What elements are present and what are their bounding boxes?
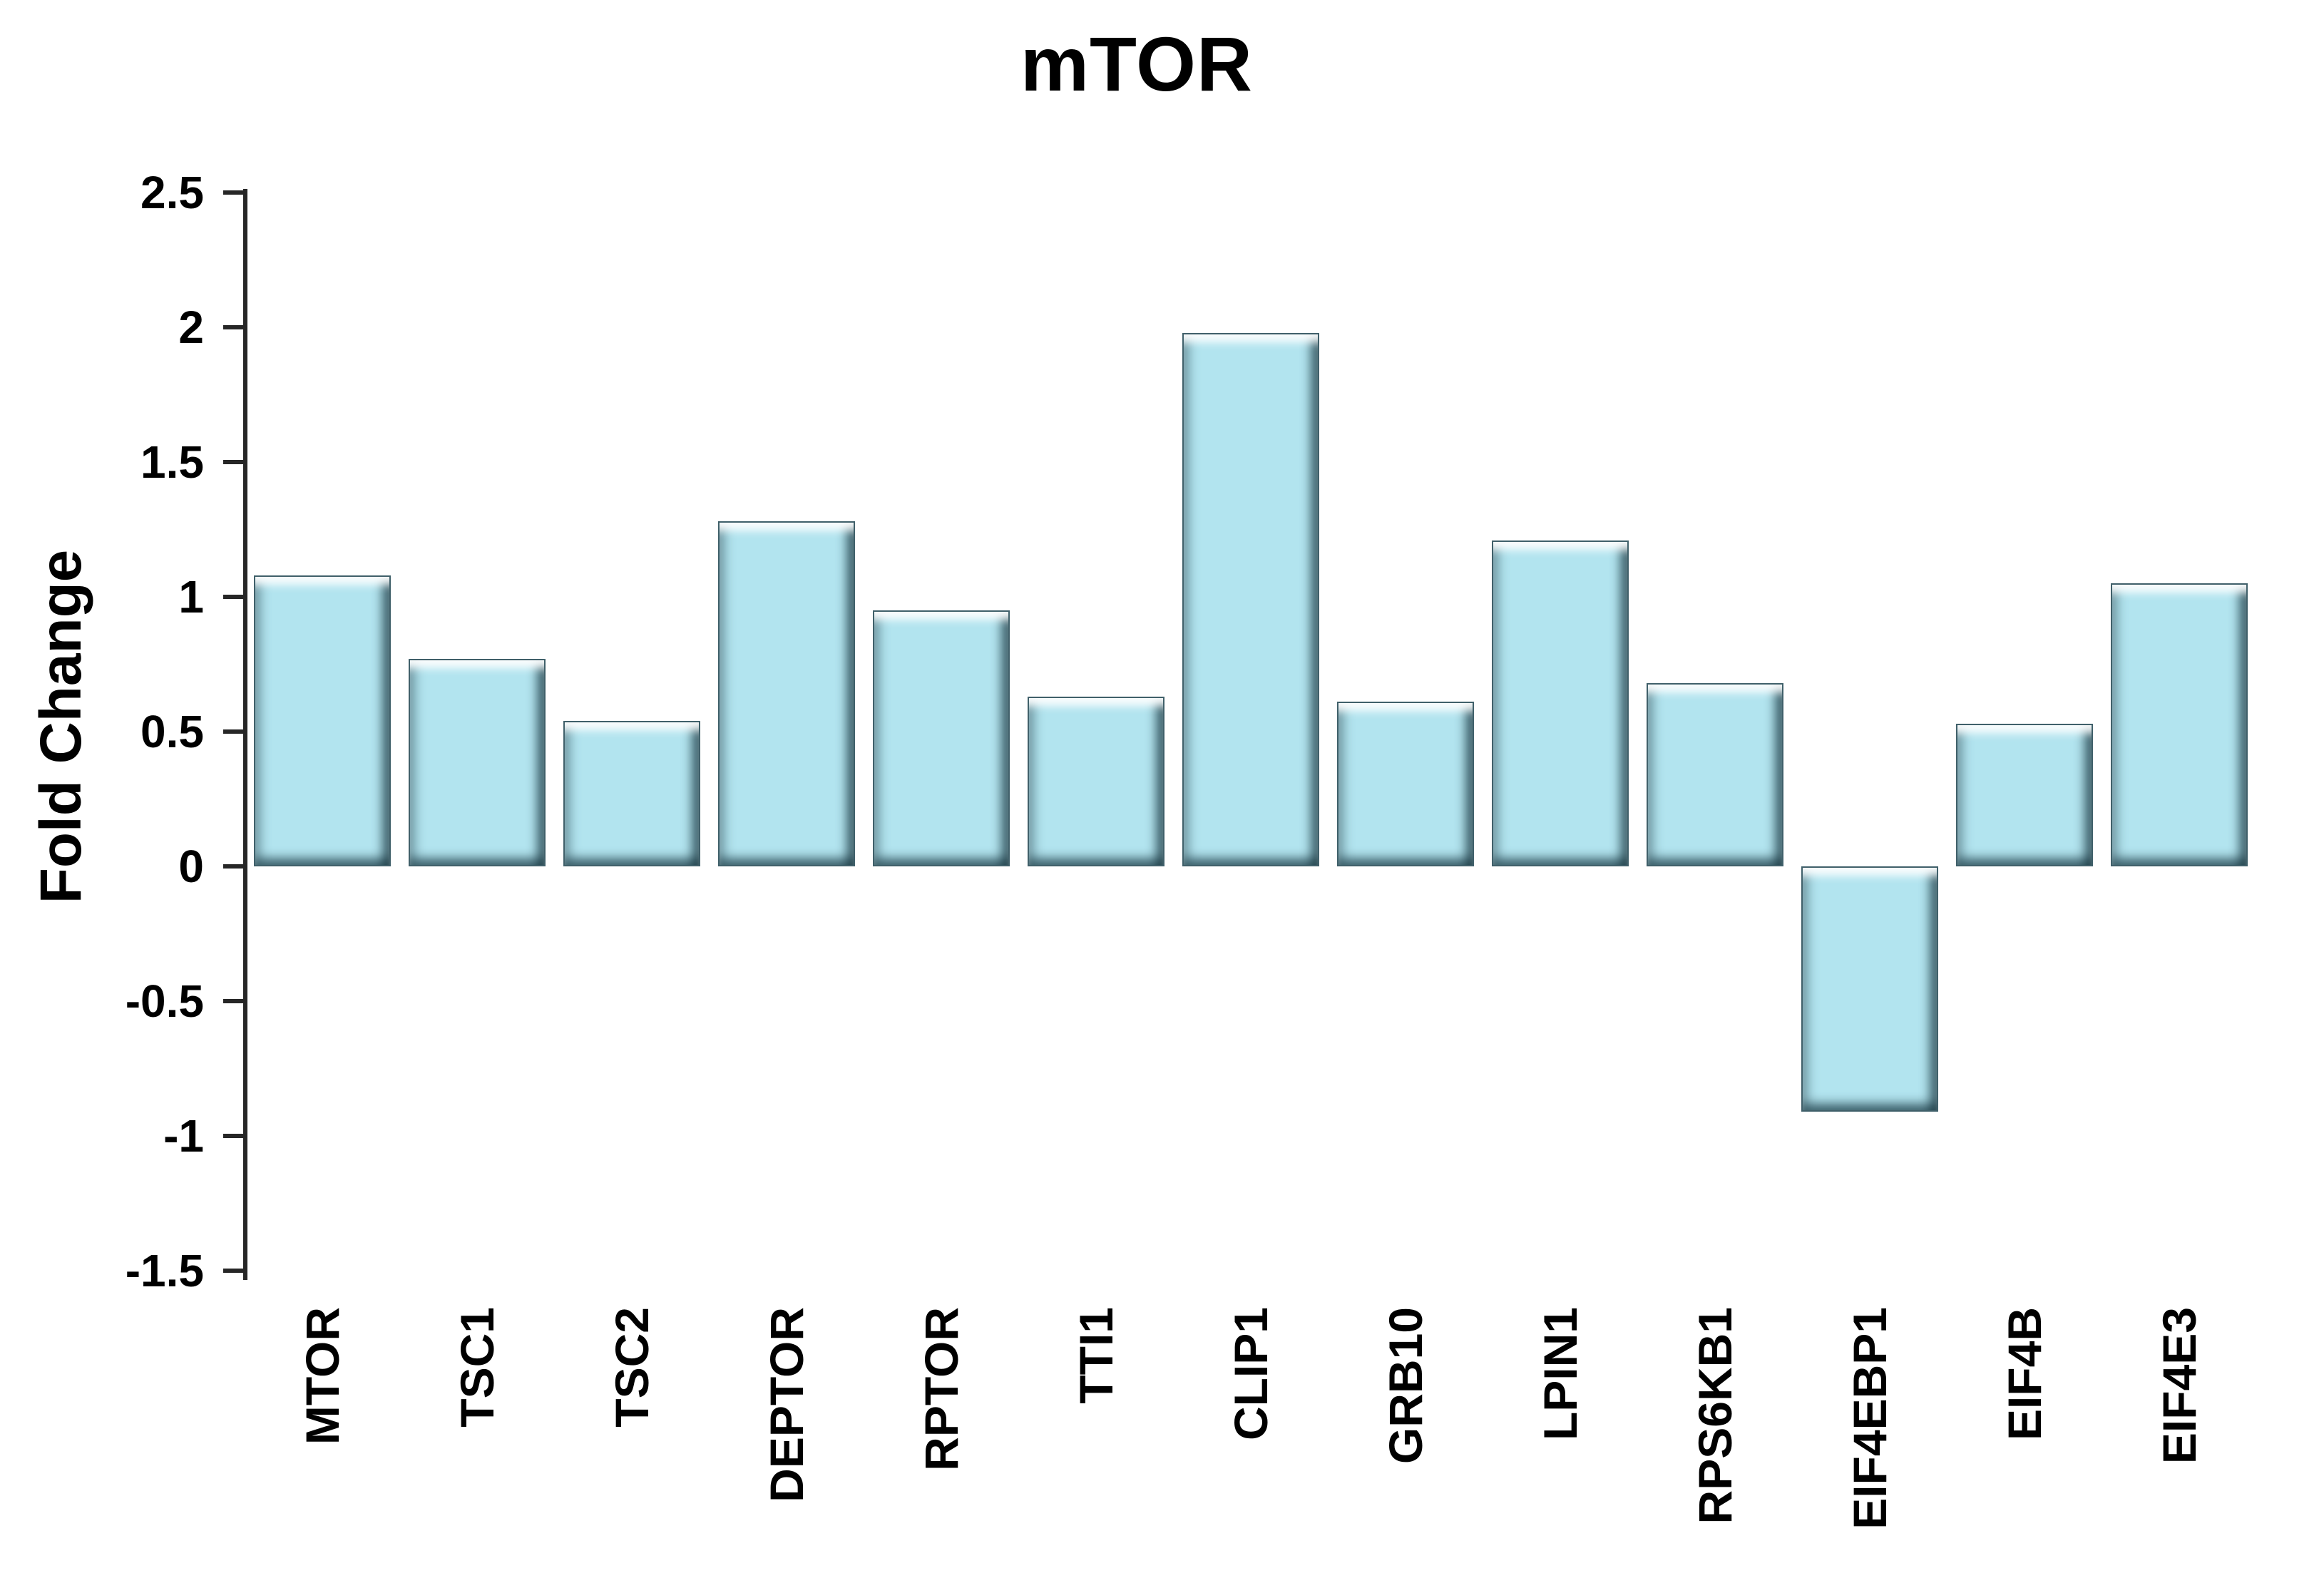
y-tick-mark [223, 1269, 245, 1273]
x-axis-label: TSC2 [605, 1307, 658, 1428]
x-axis-label: CLIP1 [1224, 1307, 1277, 1441]
y-tick-mark [223, 864, 245, 869]
y-tick-label: 2.5 [140, 167, 204, 218]
y-tick-label: 2 [178, 302, 204, 353]
y-tick-label: 0 [178, 841, 204, 892]
x-axis-label: EIF4EBP1 [1843, 1307, 1896, 1530]
y-tick-label: 1 [178, 571, 204, 623]
y-axis-line [243, 189, 247, 1280]
bar [1647, 682, 1783, 866]
x-axis-label: LPIN1 [1534, 1307, 1587, 1441]
x-axis-label: MTOR [296, 1307, 349, 1445]
y-tick-mark [223, 190, 245, 195]
bar [1337, 702, 1474, 866]
y-tick-mark [223, 595, 245, 599]
bar [254, 575, 391, 866]
y-tick-mark [223, 325, 245, 329]
y-tick-label: 0.5 [140, 706, 204, 757]
bar [718, 521, 855, 866]
y-tick-mark [223, 460, 245, 464]
bar [873, 610, 1010, 866]
x-axis-label: TSC1 [451, 1307, 503, 1428]
x-axis-label: EIF4B [1998, 1307, 2051, 1441]
chart-title: mTOR [1020, 21, 1254, 107]
x-axis-label: RPS6KB1 [1689, 1307, 1741, 1525]
y-tick-label: -0.5 [125, 975, 204, 1027]
x-axis-label: GRB10 [1379, 1307, 1432, 1465]
bar [563, 720, 700, 866]
y-tick-mark [223, 999, 245, 1003]
bar [2111, 583, 2248, 866]
x-axis-label: RPTOR [915, 1307, 968, 1471]
bar [409, 658, 546, 866]
x-axis-label: EIF4E3 [2153, 1307, 2206, 1465]
y-tick-label: -1 [163, 1110, 204, 1162]
x-axis-label: DEPTOR [760, 1307, 813, 1502]
bar [1028, 696, 1164, 866]
y-tick-label: 1.5 [140, 436, 204, 488]
bar [1956, 723, 2093, 866]
bar [1182, 332, 1319, 866]
bar [1801, 866, 1938, 1112]
y-tick-mark [223, 729, 245, 734]
y-tick-label: -1.5 [125, 1245, 204, 1296]
x-axis-label: TTI1 [1070, 1307, 1122, 1404]
y-tick-mark [223, 1134, 245, 1138]
bar-chart: mTOR Fold Change 2.5 2 1.5 1 0.5 0 -0.5 -1 -1.5 … [29, 21, 2248, 1530]
bar [1492, 540, 1629, 866]
